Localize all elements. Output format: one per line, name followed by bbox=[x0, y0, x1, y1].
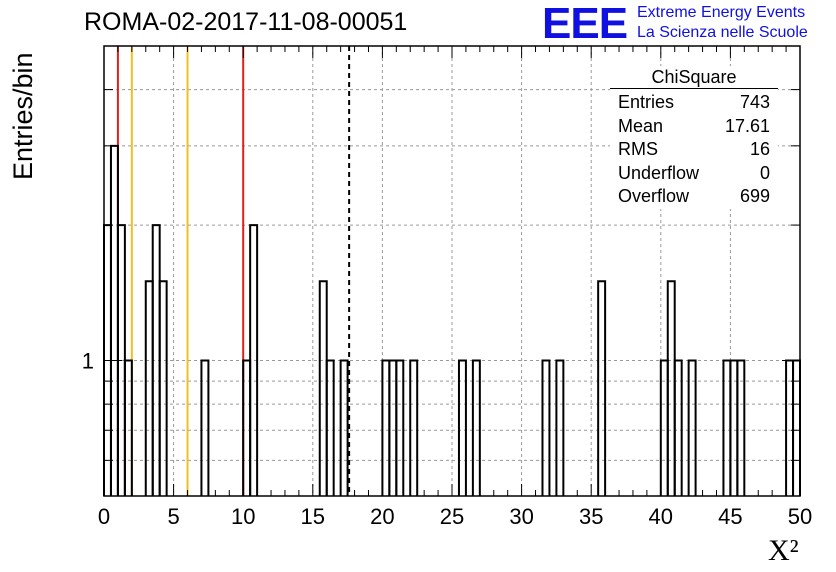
stats-box: ChiSquare Entries 743 Mean 17.61 RMS 16 … bbox=[610, 66, 778, 209]
y-tick-label: 1 bbox=[82, 349, 94, 374]
stats-label: Overflow bbox=[618, 186, 690, 206]
stats-value: 0 bbox=[759, 162, 770, 183]
stats-value: 17.61 bbox=[724, 115, 770, 136]
stats-box-title: ChiSquare bbox=[610, 66, 778, 89]
histogram-bin bbox=[339, 359, 349, 496]
eee-logo-mark: EEE bbox=[542, 0, 628, 48]
x-axis-label: X² bbox=[768, 534, 799, 567]
x-tick-label: 10 bbox=[231, 504, 255, 529]
stats-row-underflow: Underflow 0 bbox=[610, 162, 778, 186]
stats-row-overflow: Overflow 699 bbox=[610, 185, 778, 209]
stats-label: Underflow bbox=[618, 162, 700, 183]
histogram-bin bbox=[597, 280, 607, 496]
stats-label: Entries bbox=[618, 92, 675, 112]
stats-value: 743 bbox=[739, 92, 770, 112]
eee-logo-line1: Extreme Energy Events bbox=[637, 4, 806, 21]
histogram-bin bbox=[673, 359, 683, 496]
x-tick-label: 20 bbox=[370, 504, 394, 529]
stats-row-entries: Entries 743 bbox=[610, 91, 778, 115]
histogram-bin bbox=[123, 359, 133, 496]
stats-label: RMS bbox=[618, 139, 658, 159]
histogram-bin bbox=[249, 224, 259, 496]
histogram-bin bbox=[555, 359, 565, 496]
stats-label: Mean bbox=[618, 115, 664, 136]
stats-row-rms: RMS 16 bbox=[610, 138, 778, 162]
stats-value: 699 bbox=[739, 186, 770, 206]
histogram-bin bbox=[457, 359, 467, 496]
histogram-bin bbox=[541, 359, 551, 496]
chart-title: ROMA-02-2017-11-08-00051 bbox=[84, 8, 408, 36]
histogram-bin bbox=[325, 359, 335, 496]
x-tick-label: 50 bbox=[788, 504, 812, 529]
x-tick-label: 30 bbox=[509, 504, 533, 529]
x-tick-label: 5 bbox=[167, 504, 179, 529]
x-tick-label: 40 bbox=[649, 504, 673, 529]
x-tick-label: 25 bbox=[440, 504, 464, 529]
x-tick-label: 15 bbox=[301, 504, 325, 529]
y-axis-label: Entries/bin bbox=[8, 52, 38, 180]
stats-value: 16 bbox=[749, 139, 770, 159]
stats-row-mean: Mean 17.61 bbox=[610, 115, 778, 139]
x-tick-label: 0 bbox=[98, 504, 110, 529]
eee-logo-line2: La Scienza nelle Scuole bbox=[637, 24, 808, 41]
histogram-bin bbox=[471, 359, 481, 496]
x-tick-label: 45 bbox=[718, 504, 742, 529]
x-tick-label: 35 bbox=[579, 504, 603, 529]
histogram-bin bbox=[687, 359, 697, 496]
histogram-bin bbox=[395, 359, 405, 496]
histogram-bin bbox=[409, 359, 419, 496]
histogram-bin bbox=[736, 359, 746, 496]
histogram-bin bbox=[200, 359, 210, 496]
histogram-bin bbox=[158, 280, 168, 496]
